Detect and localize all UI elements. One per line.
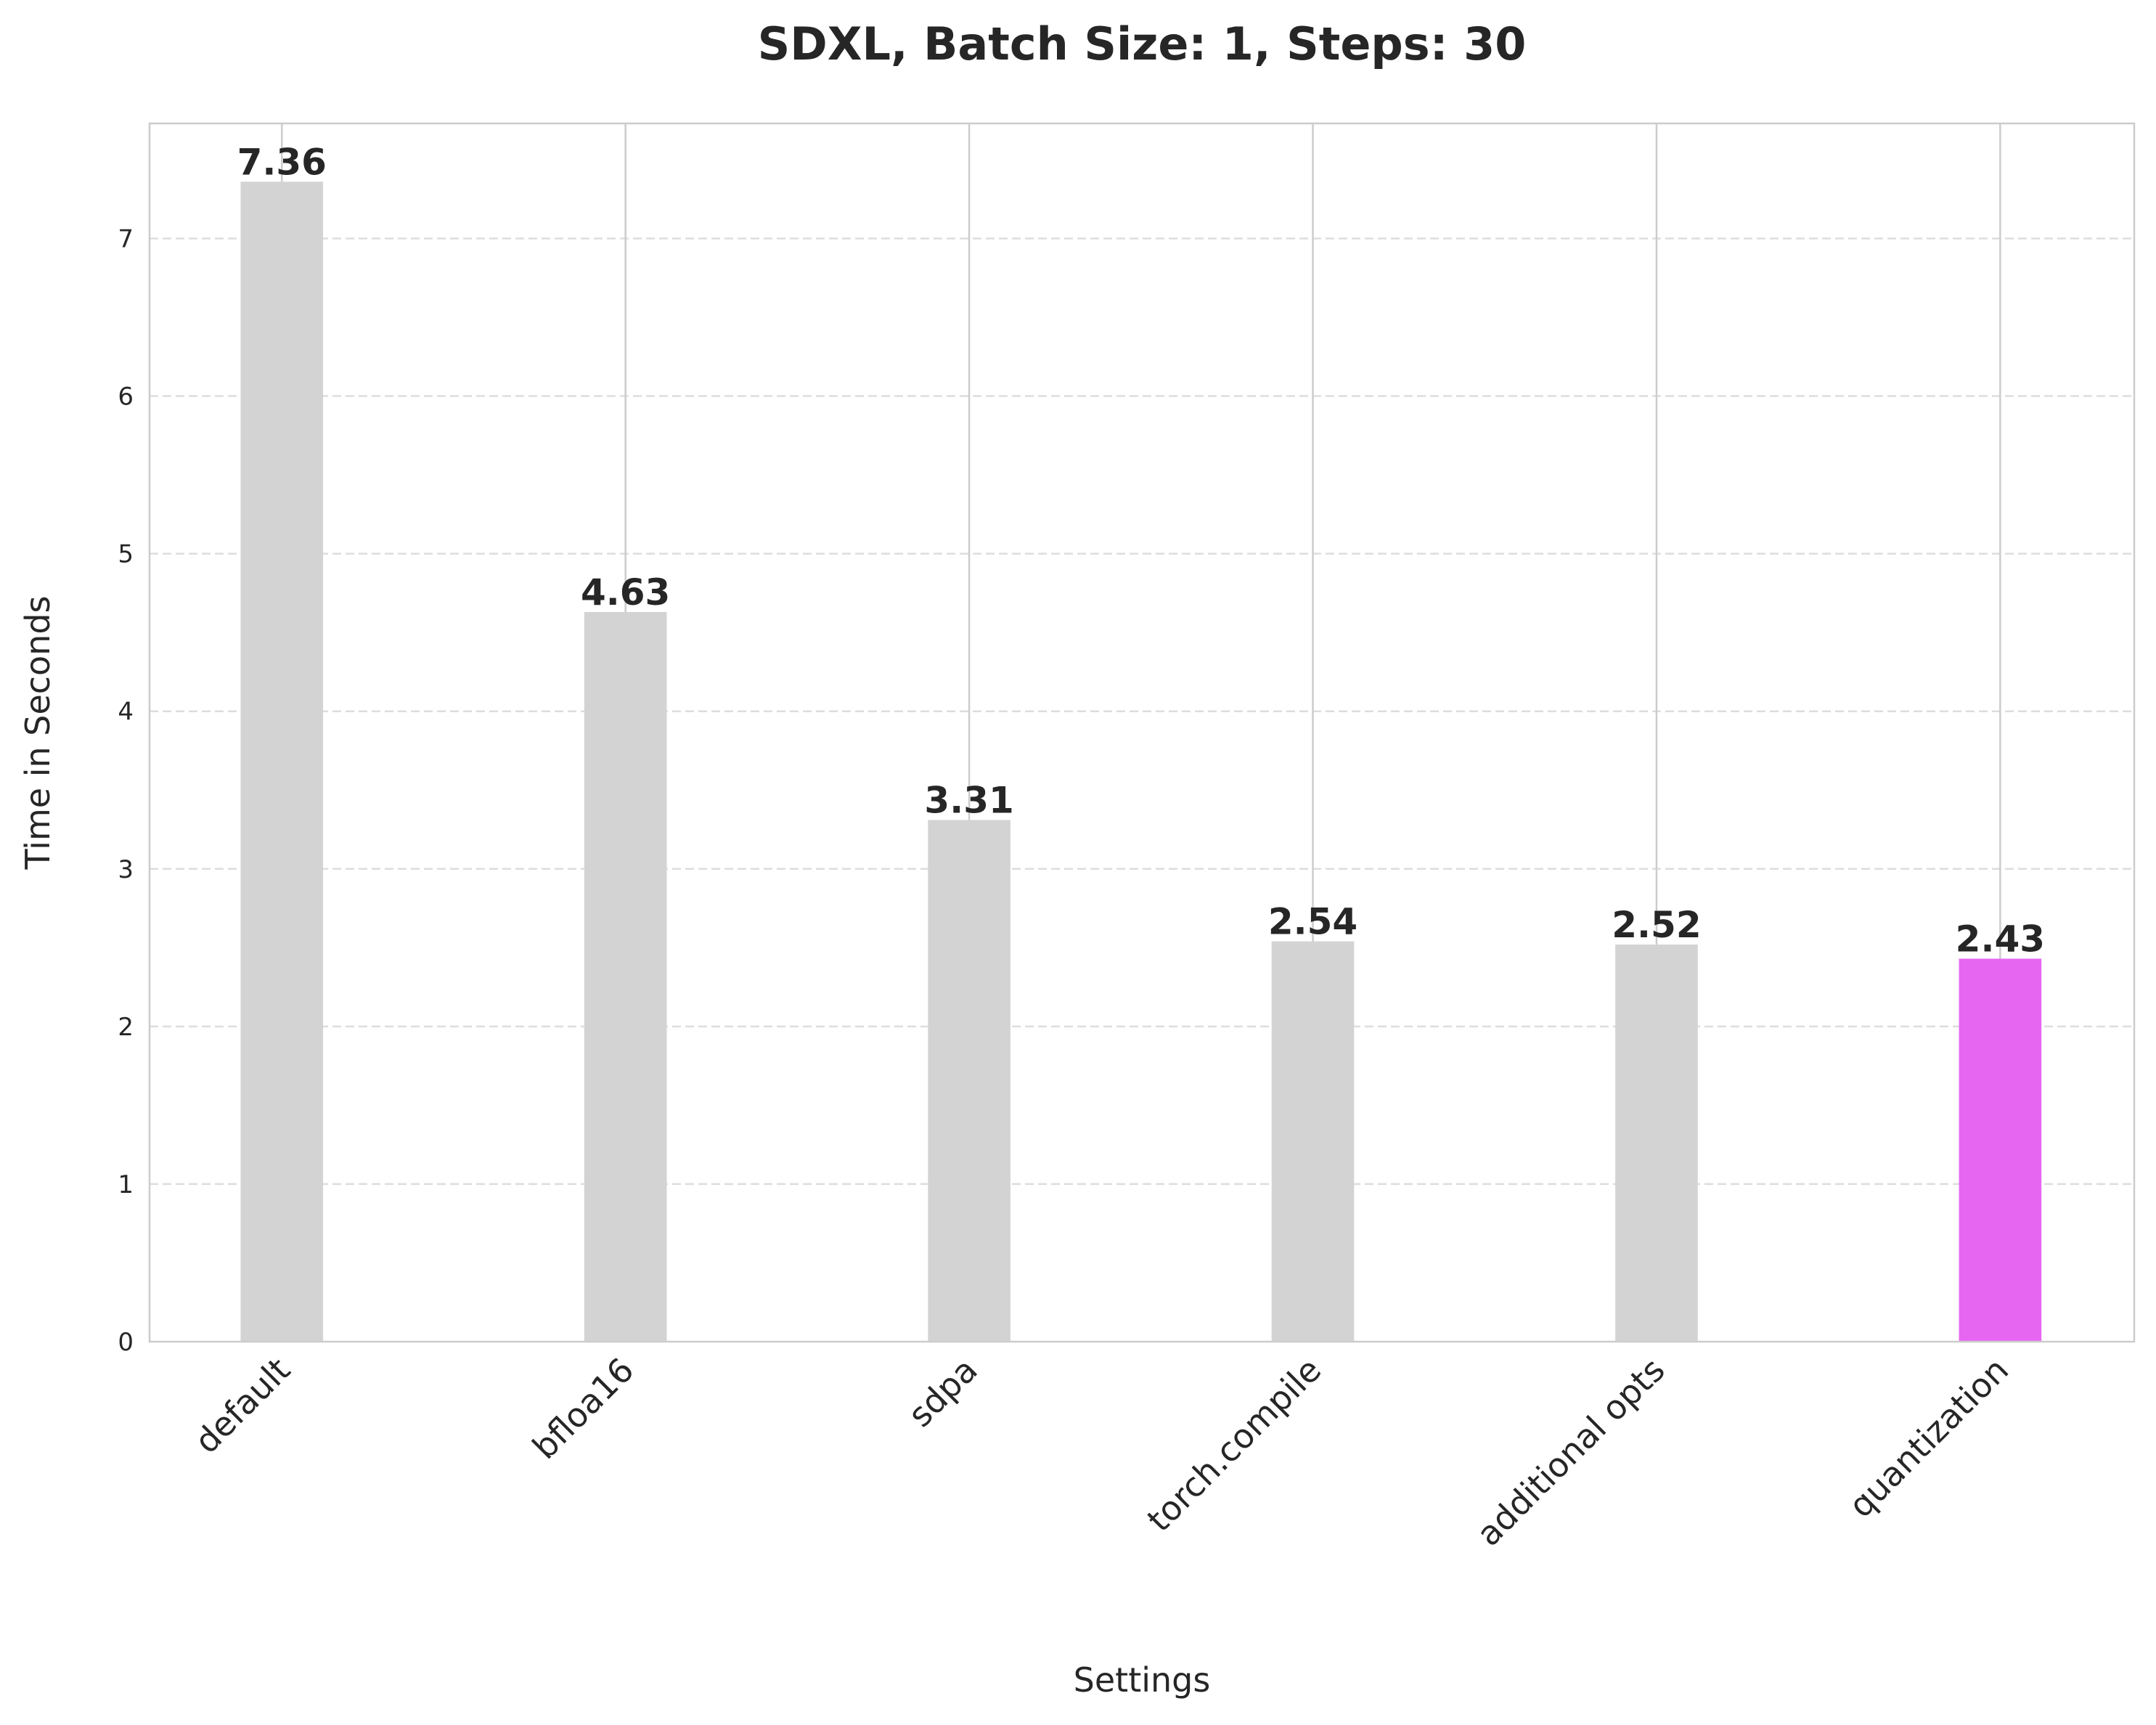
y-tick-label: 1	[118, 1170, 134, 1199]
plot-frame	[148, 122, 2136, 1343]
y-tick-label: 3	[118, 855, 134, 884]
bar-additional-opts	[1615, 944, 1698, 1342]
x-axis-label: Settings	[1074, 1660, 1211, 1700]
data-label: 2.43	[1956, 918, 2045, 961]
y-axis-label: Time in Seconds	[18, 595, 57, 870]
data-label: 2.54	[1268, 901, 1357, 943]
y-tick-label: 7	[118, 224, 134, 253]
y-tick-label: 0	[118, 1328, 134, 1357]
y-tick-label: 5	[118, 540, 134, 569]
y-tick-label: 2	[118, 1013, 134, 1042]
bar-torch-compile	[1271, 941, 1355, 1342]
data-label: 2.52	[1612, 904, 1701, 946]
chart-title: SDXL, Batch Size: 1, Steps: 30	[758, 17, 1527, 70]
y-tick-label: 6	[118, 383, 134, 412]
bar-default	[240, 182, 324, 1342]
data-label: 7.36	[237, 141, 327, 183]
y-tick-label: 4	[118, 698, 134, 727]
data-label: 3.31	[924, 779, 1013, 821]
data-labels: 7.36 4.63 3.31 2.54 2.52 2.43	[237, 141, 2045, 960]
bar-sdpa	[928, 820, 1010, 1342]
bars	[240, 182, 2042, 1342]
bar-bfloa16	[584, 611, 667, 1342]
y-axis-ticks: 0 1 2 3 4 5 6 7	[118, 224, 134, 1357]
bar-quantization	[1959, 958, 2042, 1342]
data-label: 4.63	[581, 571, 670, 613]
